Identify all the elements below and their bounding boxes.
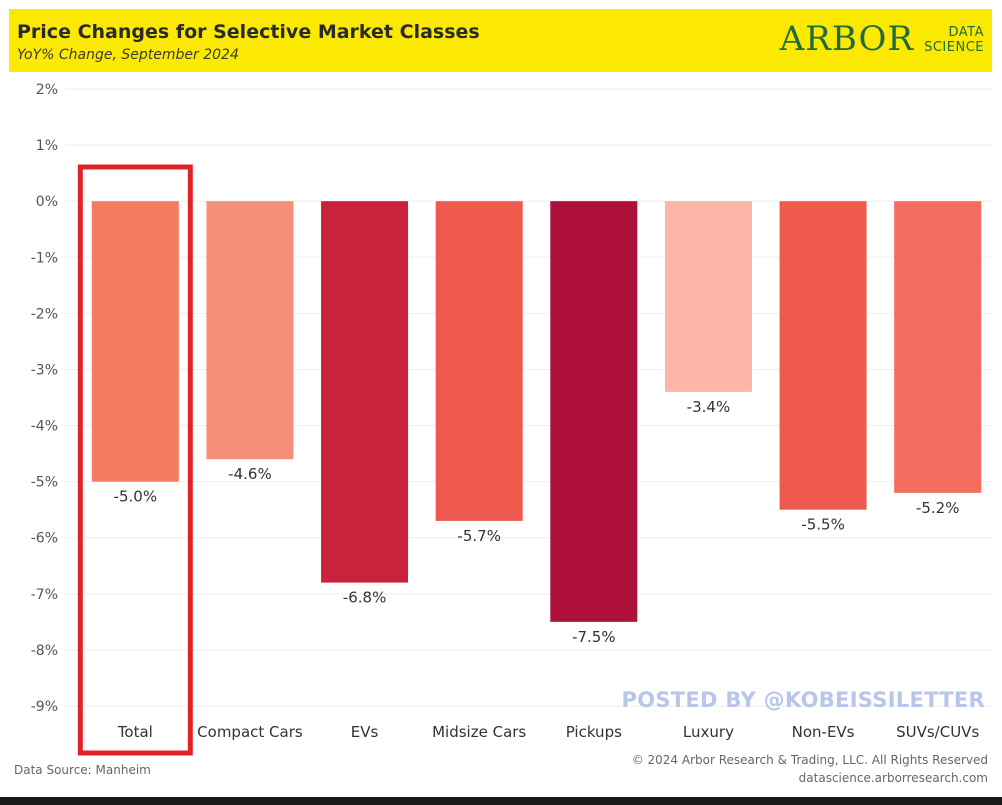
category-labels: Total Compact Cars EVs Midsize Cars Pickups L… [117, 723, 980, 741]
y-tick-label: -8% [31, 643, 58, 659]
copyright-notice: © 2024 Arbor Research & Trading, LLC. Al… [631, 753, 988, 767]
bar [664, 201, 752, 392]
y-tick-label: 2% [36, 82, 58, 98]
category-label: SUVs/CUVs [896, 723, 979, 741]
category-label: Non-EVs [792, 723, 855, 741]
data-label: -5.0% [114, 488, 158, 506]
chart-title: Price Changes for Selective Market Class… [17, 21, 480, 43]
logo-main-text: ARBOR [779, 19, 914, 59]
data-label: -3.4% [687, 398, 731, 416]
bar [91, 201, 179, 482]
highlight-box [77, 164, 193, 756]
bar-chart: 2%1%0%-1%-2%-3%-4%-5%-6%-7%-8%-9% -5.0%-… [31, 82, 992, 756]
y-tick-label: -7% [31, 587, 58, 603]
bar [206, 201, 294, 460]
data-label: -5.5% [801, 516, 845, 534]
data-label: -7.5% [572, 628, 616, 646]
y-tick-label: 0% [36, 194, 58, 210]
y-tick-label: -6% [31, 531, 58, 547]
data-label: -5.7% [457, 527, 501, 545]
website-link: datascience.arborresearch.com [798, 771, 988, 785]
highlight-rectangle [77, 164, 193, 756]
bar [894, 201, 982, 493]
y-tick-label: 1% [36, 138, 58, 154]
bar [321, 201, 409, 583]
data-label: -4.6% [228, 465, 272, 483]
y-tick-label: -4% [31, 419, 58, 435]
data-source: Data Source: Manheim [14, 763, 151, 777]
arbor-logo: ARBOR DATA SCIENCE [780, 19, 984, 63]
category-label: Luxury [683, 723, 734, 741]
logo-sub-text-2: SCIENCE [924, 40, 984, 55]
bottom-bar [0, 797, 1002, 805]
y-tick-label: -2% [31, 306, 58, 322]
bar [435, 201, 523, 521]
category-label: EVs [351, 723, 379, 741]
logo-sub-text-1: DATA [948, 25, 984, 40]
data-label: -5.2% [916, 499, 960, 517]
category-label: Pickups [566, 723, 622, 741]
category-label: Midsize Cars [432, 723, 526, 741]
bar [550, 201, 638, 622]
chart-subtitle: YoY% Change, September 2024 [17, 47, 239, 63]
y-tick-label: -9% [31, 699, 58, 715]
bar [779, 201, 867, 510]
data-label: -6.8% [343, 589, 387, 607]
y-tick-label: -5% [31, 475, 58, 491]
watermark: POSTED BY @KOBEISSILETTER [621, 688, 985, 712]
bars [91, 201, 982, 622]
chart-header: Price Changes for Selective Market Class… [9, 9, 992, 72]
y-tick-label: -1% [31, 250, 58, 266]
data-labels: -5.0% -4.6% -6.8% -5.7% -7.5% -3.4% -5.5% -5.2% [114, 398, 960, 646]
category-label: Total [117, 723, 153, 741]
y-tick-label: -3% [31, 362, 58, 378]
category-label: Compact Cars [197, 723, 303, 741]
y-axis-ticks: 2% 1% 0% -1% -2% -3% -4% -5% -6% -7% -8% -9% [31, 82, 58, 715]
